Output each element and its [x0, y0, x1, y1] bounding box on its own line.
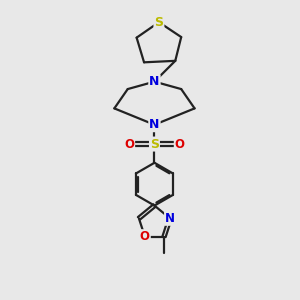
Text: O: O	[124, 138, 134, 151]
Text: S: S	[154, 16, 164, 29]
Text: S: S	[150, 138, 159, 151]
Text: N: N	[149, 75, 160, 88]
Text: N: N	[149, 118, 160, 131]
Text: O: O	[140, 230, 150, 243]
Text: O: O	[175, 138, 185, 151]
Text: N: N	[165, 212, 175, 225]
